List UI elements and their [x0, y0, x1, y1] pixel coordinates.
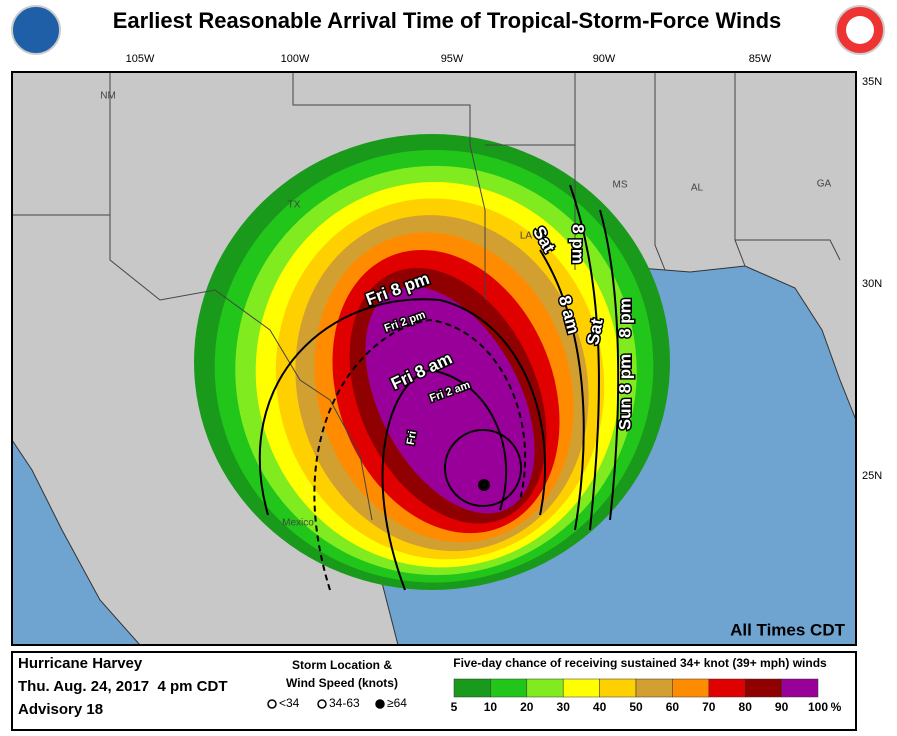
scale-tick: 10 [484, 700, 498, 714]
longitude-label: 95W [441, 53, 464, 65]
longitude-label: 100W [281, 53, 310, 65]
scale-swatch [562, 678, 600, 698]
storm-wind-field [444, 429, 522, 507]
storm-symbol [267, 699, 277, 709]
scale-tick: 70 [702, 700, 716, 714]
region-label: Mexico [282, 518, 314, 529]
scale-tick: 100 [808, 700, 828, 714]
storm-legend-item: 34-63 [329, 696, 360, 710]
storm-symbol [317, 699, 327, 709]
scale-unit: % [831, 700, 842, 714]
scale-swatch [708, 678, 746, 698]
time-contour [569, 184, 600, 531]
storm-symbol [375, 699, 385, 709]
storm-legend-item: <34 [279, 696, 300, 710]
scale-tick: 40 [593, 700, 607, 714]
latitude-label: 35N [862, 76, 882, 88]
scale-swatch [744, 678, 782, 698]
border [469, 144, 486, 300]
time-contour [313, 318, 527, 591]
scale-tick: 60 [666, 700, 680, 714]
region-label: NM [100, 91, 116, 102]
longitude-label: 90W [593, 53, 616, 65]
times-note: All Times CDT [730, 620, 846, 639]
region-label: LA [520, 231, 533, 242]
probability-band [365, 286, 535, 514]
scale-tick: 90 [775, 700, 789, 714]
border [292, 72, 471, 145]
longitude-label: 85W [749, 53, 772, 65]
region-label: GA [817, 179, 832, 190]
time-label: Sun 8 pm [615, 354, 634, 431]
longitude-label: 105W [126, 53, 155, 65]
latitude-label: 25N [862, 470, 882, 482]
region-label: TX [288, 200, 301, 211]
scale-swatch [453, 678, 491, 698]
time-contour [381, 368, 508, 591]
scale-tick: 50 [629, 700, 643, 714]
storm-legend-item: ≥64 [387, 696, 407, 710]
scale-title: Five-day chance of receiving sustained 3… [453, 656, 827, 670]
border [735, 239, 841, 261]
scale-swatch [599, 678, 637, 698]
scale-tick: 5 [451, 700, 458, 714]
border [654, 72, 666, 271]
scale-swatch [672, 678, 710, 698]
scale-tick: 30 [557, 700, 571, 714]
latitude-label: 30N [862, 278, 882, 290]
noaa-logo [11, 5, 61, 55]
time-label: 8 pm [569, 224, 588, 264]
scale-swatch [490, 678, 528, 698]
time-label: Fri [405, 430, 419, 446]
scale-tick: 20 [520, 700, 534, 714]
scale-tick: 80 [739, 700, 753, 714]
nws-logo-inner [846, 16, 874, 44]
advisory: Advisory 18 [18, 701, 103, 718]
storm-location [478, 479, 490, 491]
issued: Thu. Aug. 24, 2017 4 pm CDT [18, 678, 228, 695]
region-label: MS [613, 180, 628, 191]
title: Earliest Reasonable Arrival Time of Trop… [113, 8, 782, 33]
scale-swatch [781, 678, 819, 698]
time-label: 8 pm [615, 298, 634, 338]
scale-swatch [526, 678, 564, 698]
region-label: AL [691, 183, 704, 194]
time-contour [258, 298, 547, 516]
storm-legend-subtitle: Wind Speed (knots) [286, 676, 398, 690]
time-contour [539, 249, 585, 531]
border [12, 214, 373, 521]
storm-name: Hurricane Harvey [18, 655, 143, 672]
map-frame [11, 71, 857, 646]
scale-swatch [635, 678, 673, 698]
time-contour [599, 209, 620, 521]
storm-legend-title: Storm Location & [292, 658, 392, 672]
